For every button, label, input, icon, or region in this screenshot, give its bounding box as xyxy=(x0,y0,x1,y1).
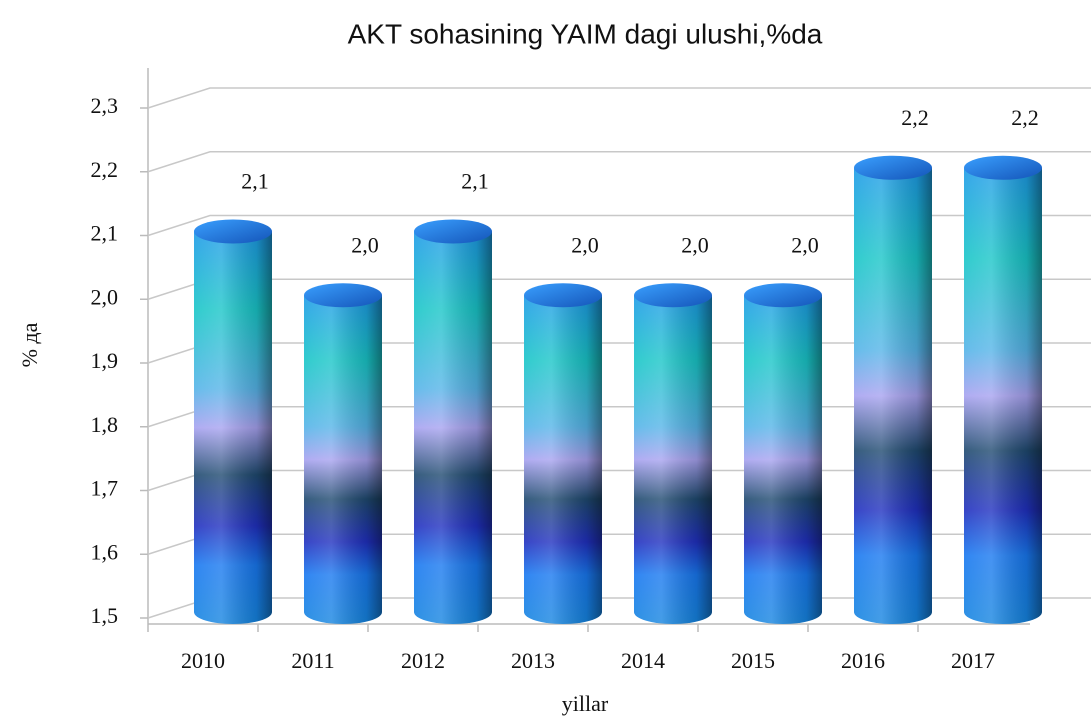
bar-cap xyxy=(304,283,382,308)
y-tick-label: 1,8 xyxy=(91,412,119,437)
x-tick-label: 2014 xyxy=(621,648,665,673)
y-tick-label: 2,3 xyxy=(91,93,119,118)
chart-title: AKT sohasining YAIM dagi ulushi,%da xyxy=(348,18,823,49)
x-tick-label: 2015 xyxy=(731,648,775,673)
x-axis-label: yillar xyxy=(562,691,609,716)
value-label: 2,0 xyxy=(791,232,819,257)
y-tick-label: 2,0 xyxy=(91,284,119,309)
value-label: 2,1 xyxy=(461,169,489,194)
bar-shade xyxy=(634,295,712,624)
value-label: 2,0 xyxy=(571,232,599,257)
value-label: 2,0 xyxy=(681,232,709,257)
bar-cap xyxy=(634,283,712,308)
value-label: 2,0 xyxy=(351,232,379,257)
grid-line xyxy=(147,214,1091,237)
y-axis-label: % да xyxy=(17,322,42,367)
bar-cap xyxy=(744,283,822,308)
bar-cap xyxy=(194,219,272,244)
x-tick-label: 2017 xyxy=(951,648,995,673)
grid-line xyxy=(147,342,1091,364)
y-tick-label: 1,9 xyxy=(91,348,119,373)
y-tick-label: 1,6 xyxy=(91,539,119,564)
y-tick-label: 1,5 xyxy=(91,603,119,628)
y-tick-label: 2,1 xyxy=(91,221,119,246)
bar-cap xyxy=(854,155,932,180)
x-tick-label: 2011 xyxy=(291,648,334,673)
value-label: 2,1 xyxy=(241,169,269,194)
bar-cap xyxy=(964,155,1042,180)
grid-line xyxy=(147,278,1091,300)
x-tick-label: 2012 xyxy=(401,648,445,673)
bar-shade xyxy=(524,295,602,624)
y-tick-label: 2,2 xyxy=(91,157,119,182)
x-tick-label: 2010 xyxy=(181,648,225,673)
grid-line xyxy=(147,87,1091,109)
bar-shade xyxy=(414,231,492,624)
x-tick-label: 2016 xyxy=(841,648,885,673)
grid-line xyxy=(147,597,1091,619)
grid-line xyxy=(147,406,1091,428)
x-tick-label: 2013 xyxy=(511,648,555,673)
bar-shade xyxy=(854,167,932,624)
bar-cap xyxy=(524,283,602,308)
grid-line xyxy=(147,469,1091,492)
grid-line xyxy=(147,533,1091,555)
bar-shade xyxy=(744,295,822,624)
grid-line xyxy=(147,151,1091,173)
bar-shade xyxy=(194,231,272,624)
bar-shade xyxy=(964,167,1042,624)
value-label: 2,2 xyxy=(1011,105,1039,130)
value-label: 2,2 xyxy=(901,105,929,130)
bar-shade xyxy=(304,295,382,624)
bar-cap xyxy=(414,219,492,244)
y-tick-label: 1,7 xyxy=(91,476,119,501)
